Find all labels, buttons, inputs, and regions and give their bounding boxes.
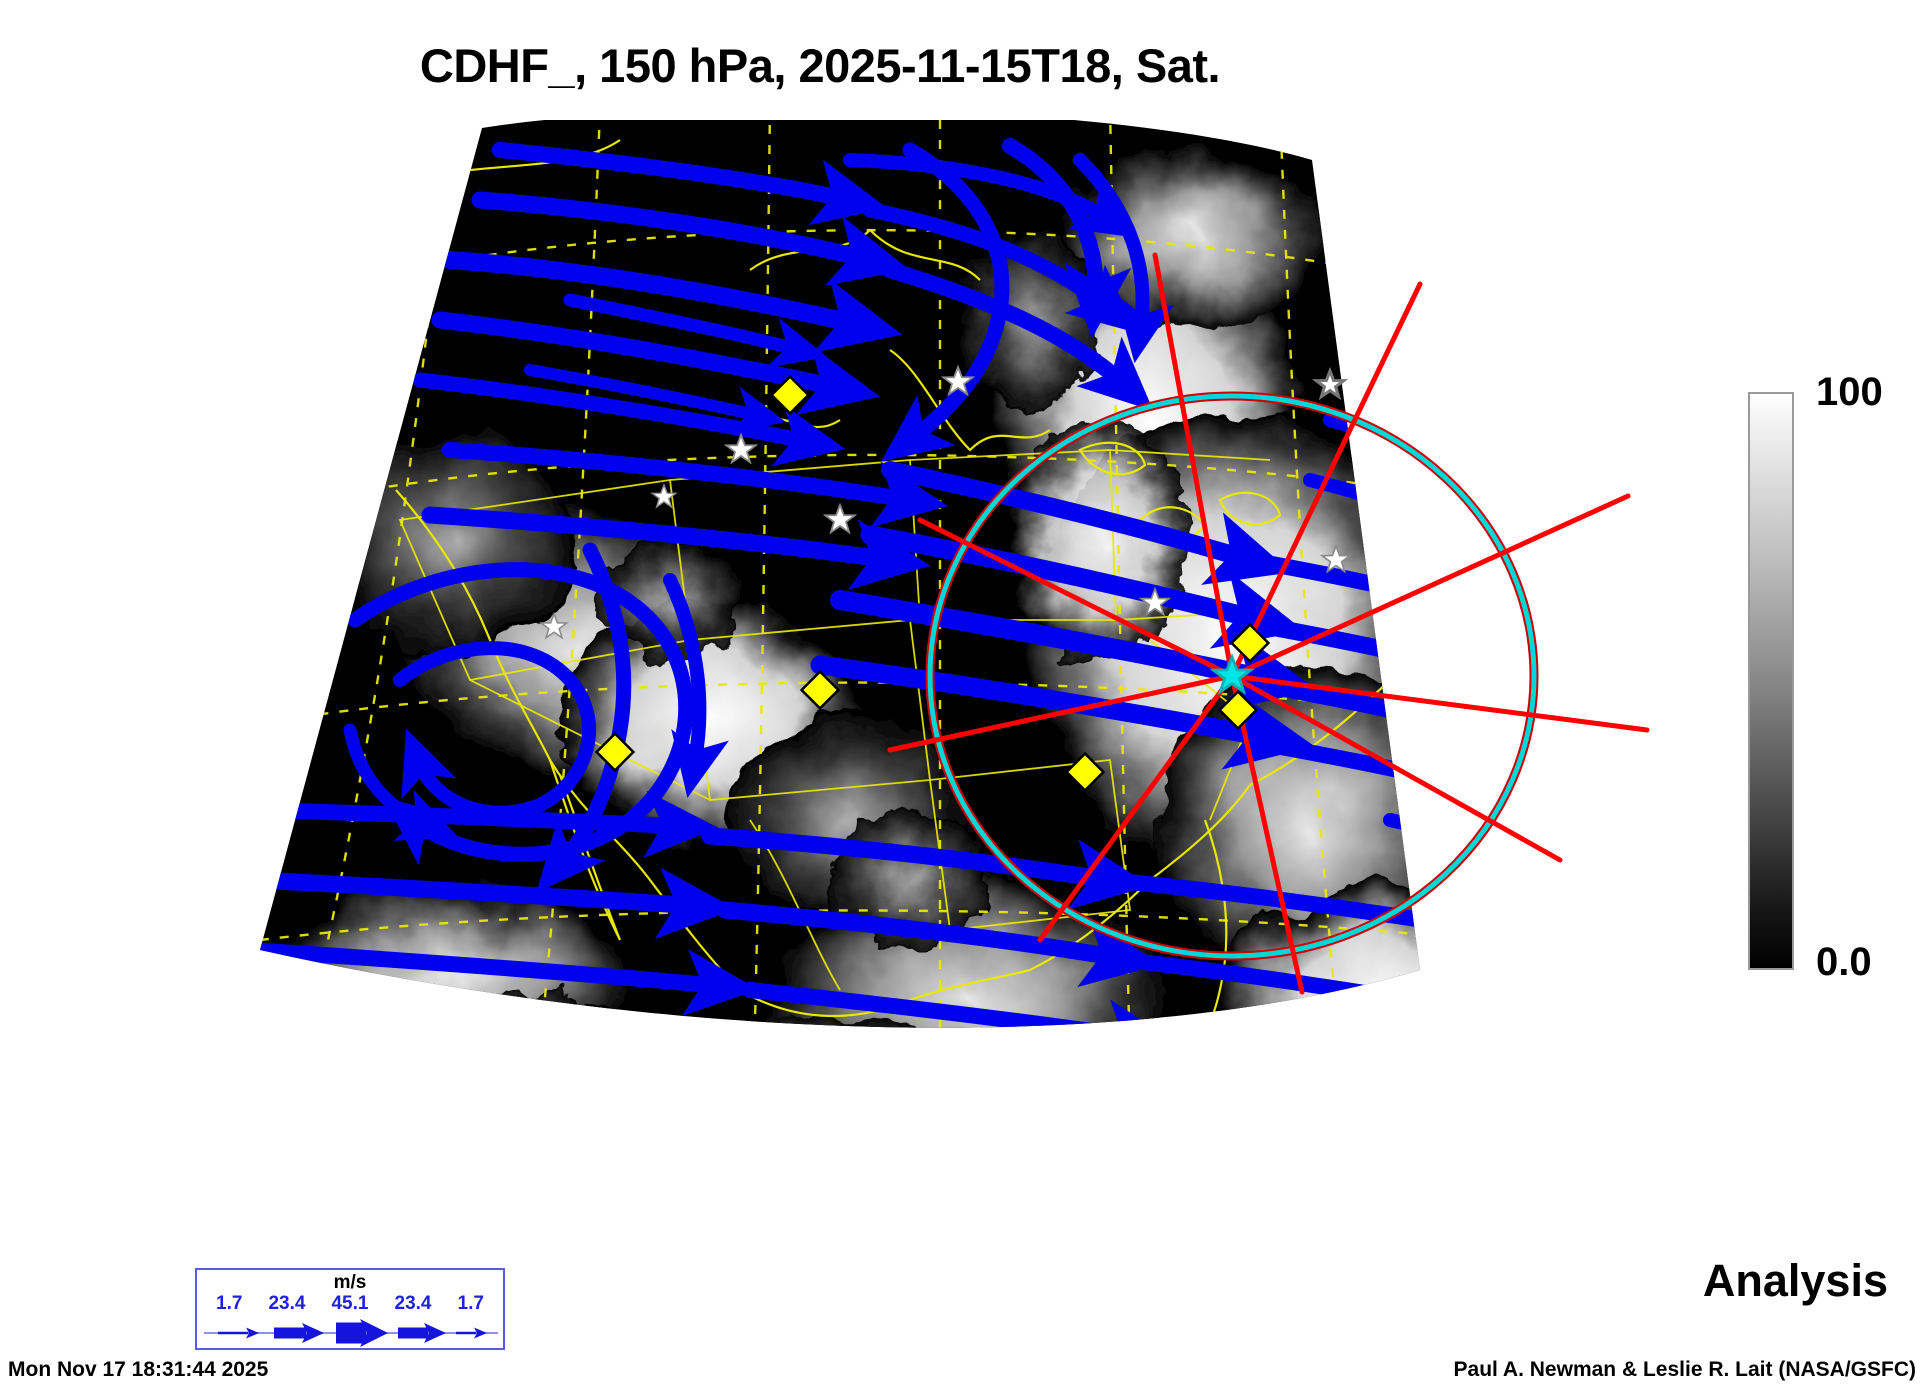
wind-legend-value-2: 23.4 [268, 1293, 306, 1314]
colorbar-gradient [1748, 392, 1794, 970]
wind-legend-value-3: 45.1 [331, 1293, 369, 1314]
radial-line [1229, 673, 1305, 995]
radial-flight-tracks [887, 252, 1650, 995]
radial-line [1229, 281, 1423, 679]
wind-legend-units: m/s [333, 1272, 367, 1293]
star-marker-layer[interactable] [538, 364, 1353, 640]
star-marker [538, 611, 570, 640]
radial-line [1037, 673, 1235, 943]
star-marker [1319, 543, 1353, 574]
wind-legend-value-5: 1.7 [457, 1293, 484, 1314]
radial-line [1229, 673, 1650, 733]
analysis-label: Analysis [1702, 1255, 1888, 1306]
radial-line [887, 673, 1235, 753]
radial-line [1152, 252, 1235, 679]
wind-legend-arrow-scale [204, 1319, 498, 1347]
diamond-marker-layer[interactable] [594, 374, 1271, 793]
radial-line [1229, 493, 1631, 679]
author-credit: Paul A. Newman & Leslie R. Lait (NASA/GS… [1453, 1358, 1916, 1381]
colorbar-max-label: 100 [1816, 370, 1883, 414]
generation-timestamp: Mon Nov 17 18:31:44 2025 [8, 1358, 269, 1381]
map-canvas[interactable] [150, 120, 1750, 1260]
radial-line [917, 517, 1235, 679]
star-marker [650, 482, 678, 509]
diamond-marker [1229, 622, 1271, 664]
flight-range-circle [925, 391, 1539, 961]
star-marker-outline [1311, 366, 1349, 401]
colorbar: 100 0.0 [1748, 370, 1918, 992]
diamond-marker [769, 374, 811, 416]
wind-legend-value-4: 23.4 [394, 1293, 432, 1314]
page-title: CDHF_, 150 hPa, 2025-11-15T18, Sat. [419, 39, 1221, 92]
diamond-marker [594, 731, 636, 773]
diamond-marker [799, 669, 841, 711]
hub-station-marker[interactable] [1209, 653, 1255, 696]
diamond-marker [1064, 751, 1106, 793]
star-marker [822, 502, 858, 535]
radial-line [1229, 673, 1563, 863]
colorbar-min-label: 0.0 [1816, 940, 1872, 984]
diamond-marker [1217, 689, 1259, 731]
star-marker [1138, 586, 1172, 617]
star-marker [723, 432, 759, 465]
wind-speed-legend: m/s 1.7 23.4 45.1 23.4 1.7 [195, 1268, 505, 1350]
star-marker [940, 364, 976, 397]
wind-legend-values: 1.7 23.4 45.1 23.4 1.7 [197, 1293, 503, 1315]
wind-legend-value-1: 1.7 [216, 1293, 243, 1314]
map-panel[interactable] [150, 120, 1750, 1260]
